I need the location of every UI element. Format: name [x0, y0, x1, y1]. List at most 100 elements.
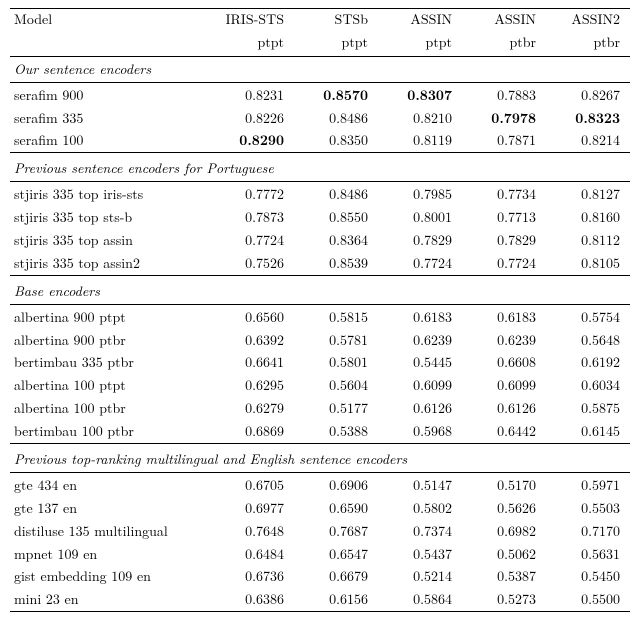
table-cell: 0.5971: [546, 472, 630, 496]
table-cell: 0.5781: [294, 329, 378, 352]
table-cell: 0.7687: [294, 520, 378, 543]
table-cell: 0.7526: [210, 252, 294, 275]
table-cell: 0.7374: [378, 520, 462, 543]
table-cell: 0.7713: [462, 206, 546, 229]
table-cell: 0.8119: [378, 129, 462, 152]
table-cell: 0.6034: [546, 374, 630, 397]
col-header-5: ASSIN2: [546, 9, 630, 31]
table-cell: 0.8105: [546, 252, 630, 275]
table-row-model: stjiris 335 top assin: [10, 229, 210, 252]
table-row-model: bertimbau 100 ptbr: [10, 420, 210, 443]
table-cell: 0.6239: [462, 329, 546, 352]
table-cell: 0.5754: [546, 304, 630, 328]
table-cell: 0.6608: [462, 351, 546, 374]
table-cell: 0.8539: [294, 252, 378, 275]
table-cell: 0.5631: [546, 543, 630, 566]
table-cell: 0.5388: [294, 420, 378, 443]
table-cell: 0.8210: [378, 107, 462, 130]
table-row-model: gte 434 en: [10, 472, 210, 496]
section-title: Our sentence encoders: [10, 56, 630, 82]
table-cell: 0.6126: [462, 397, 546, 420]
table-row-model: distiluse 135 multilingual: [10, 520, 210, 543]
col-subheader-1: ptpt: [210, 31, 294, 56]
table-row-model: bertimbau 335 ptbr: [10, 351, 210, 374]
col-subheader-5: ptbr: [546, 31, 630, 56]
table-cell: 0.7724: [378, 252, 462, 275]
col-header-2: STSb: [294, 9, 378, 31]
table-row-model: albertina 900 ptpt: [10, 304, 210, 328]
table-cell: 0.6392: [210, 329, 294, 352]
table-cell: 0.6183: [462, 304, 546, 328]
table-row-model: stjiris 335 top iris-sts: [10, 182, 210, 206]
table-cell: 0.5802: [378, 497, 462, 520]
table-row-model: gist embedding 109 en: [10, 565, 210, 588]
table-cell: 0.8112: [546, 229, 630, 252]
col-header-4: ASSIN: [462, 9, 546, 31]
table-cell: 0.6145: [546, 420, 630, 443]
table-cell: 0.6641: [210, 351, 294, 374]
table-row-model: mini 23 en: [10, 588, 210, 611]
table-cell: 0.5503: [546, 497, 630, 520]
table-cell: 0.5626: [462, 497, 546, 520]
table-cell: 0.7724: [462, 252, 546, 275]
table-cell: 0.7985: [378, 182, 462, 206]
table-cell: 0.8570: [294, 82, 378, 106]
col-header-model: Model: [10, 9, 210, 31]
section-title: Previous top-ranking multilingual and En…: [10, 444, 630, 473]
table-cell: 0.6279: [210, 397, 294, 420]
table-cell: 0.5273: [462, 588, 546, 611]
table-cell: 0.8231: [210, 82, 294, 106]
table-cell: 0.8001: [378, 206, 462, 229]
table-cell: 0.6099: [462, 374, 546, 397]
table-cell: 0.8226: [210, 107, 294, 130]
table-cell: 0.6679: [294, 565, 378, 588]
table-cell: 0.6099: [378, 374, 462, 397]
table-cell: 0.5147: [378, 472, 462, 496]
table-cell: 0.8550: [294, 206, 378, 229]
table-cell: 0.6386: [210, 588, 294, 611]
table-row-model: gte 137 en: [10, 497, 210, 520]
table-cell: 0.7648: [210, 520, 294, 543]
table-cell: 0.6156: [294, 588, 378, 611]
table-cell: 0.7772: [210, 182, 294, 206]
table-cell: 0.7829: [462, 229, 546, 252]
table-row-model: serafim 335: [10, 107, 210, 130]
table-cell: 0.5170: [462, 472, 546, 496]
table-row-model: albertina 900 ptbr: [10, 329, 210, 352]
table-cell: 0.6705: [210, 472, 294, 496]
table-cell: 0.8267: [546, 82, 630, 106]
table-cell: 0.8323: [546, 107, 630, 130]
table-cell: 0.7871: [462, 129, 546, 152]
table-row-model: albertina 100 ptbr: [10, 397, 210, 420]
col-subheader-model: [10, 31, 210, 56]
table-cell: 0.6183: [378, 304, 462, 328]
table-cell: 0.5214: [378, 565, 462, 588]
table-cell: 0.6239: [378, 329, 462, 352]
table-cell: 0.5445: [378, 351, 462, 374]
table-cell: 0.5604: [294, 374, 378, 397]
table-cell: 0.6442: [462, 420, 546, 443]
table-cell: 0.7724: [210, 229, 294, 252]
table-cell: 0.7734: [462, 182, 546, 206]
table-cell: 0.8486: [294, 182, 378, 206]
table-row-model: serafim 100: [10, 129, 210, 152]
section-title: Previous sentence encoders for Portugues…: [10, 153, 630, 182]
table-cell: 0.7883: [462, 82, 546, 106]
table-row-model: stjiris 335 top sts-b: [10, 206, 210, 229]
table-cell: 0.5648: [546, 329, 630, 352]
table-cell: 0.8214: [546, 129, 630, 152]
table-cell: 0.6484: [210, 543, 294, 566]
table-cell: 0.8307: [378, 82, 462, 106]
table-cell: 0.6547: [294, 543, 378, 566]
col-header-1: IRIS-STS: [210, 9, 294, 31]
table-cell: 0.5968: [378, 420, 462, 443]
table-cell: 0.6192: [546, 351, 630, 374]
col-subheader-2: ptpt: [294, 31, 378, 56]
table-cell: 0.5177: [294, 397, 378, 420]
table-cell: 0.5864: [378, 588, 462, 611]
table-cell: 0.6560: [210, 304, 294, 328]
table-cell: 0.7170: [546, 520, 630, 543]
table-cell: 0.6126: [378, 397, 462, 420]
table-cell: 0.5875: [546, 397, 630, 420]
table-cell: 0.7829: [378, 229, 462, 252]
